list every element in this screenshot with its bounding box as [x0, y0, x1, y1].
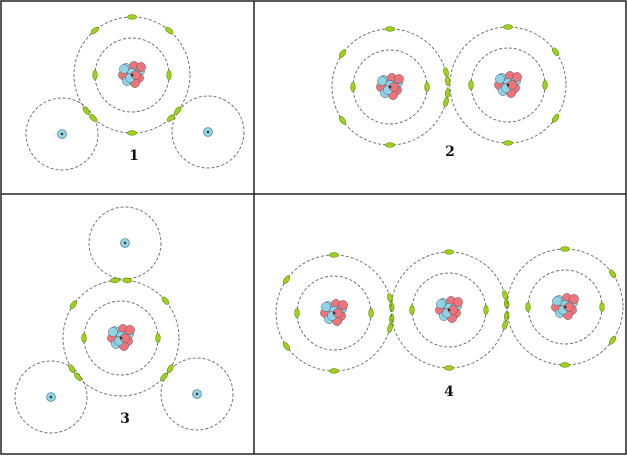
electron: [161, 296, 170, 305]
electron: [389, 302, 395, 312]
nucleon: [512, 72, 522, 82]
electron: [294, 308, 300, 318]
shell: [25, 97, 99, 171]
nucleon: [569, 294, 579, 304]
electron: [503, 140, 513, 146]
electron: [282, 341, 291, 351]
nucleon: [119, 64, 129, 74]
electron: [166, 364, 174, 374]
electron: [165, 26, 174, 35]
electron: [74, 372, 82, 381]
electron: [89, 114, 98, 122]
nucleon: [332, 311, 336, 315]
electron: [68, 364, 76, 374]
electron: [69, 300, 78, 310]
nucleon: [377, 76, 387, 86]
shell: [160, 357, 234, 431]
shell: [62, 279, 180, 397]
electron: [560, 246, 570, 252]
nucleon: [436, 299, 446, 309]
electron: [483, 305, 489, 315]
nucleon: [563, 305, 567, 309]
electron: [81, 333, 87, 343]
shell: [171, 95, 245, 169]
electron: [443, 97, 449, 107]
panel-label: 1: [129, 148, 139, 164]
electron: [110, 277, 120, 283]
electron: [368, 308, 374, 318]
electron: [127, 14, 137, 20]
proton: [206, 130, 210, 134]
electron: [385, 142, 395, 148]
electron: [502, 320, 508, 330]
nucleon: [136, 62, 146, 72]
electron: [82, 106, 90, 115]
nucleon: [338, 300, 348, 310]
electron: [608, 335, 617, 345]
electron: [122, 277, 132, 283]
electron: [542, 80, 548, 90]
electron: [350, 82, 356, 92]
electron: [385, 26, 395, 32]
nucleon: [125, 325, 135, 335]
nucleon: [447, 308, 451, 312]
proton: [49, 395, 53, 399]
proton: [195, 392, 199, 396]
nucleon: [388, 85, 392, 89]
electron: [90, 26, 99, 35]
electron: [166, 70, 172, 80]
electron: [551, 113, 560, 123]
electron: [338, 115, 347, 125]
panel-label: 4: [444, 384, 454, 400]
electron: [338, 49, 347, 59]
nucleon: [119, 336, 123, 340]
nucleon: [130, 73, 134, 77]
shell: [14, 360, 88, 434]
electron: [174, 106, 182, 115]
electron: [468, 80, 474, 90]
electron: [444, 365, 454, 371]
electron: [127, 130, 137, 136]
panel-label: 2: [445, 144, 455, 160]
electron: [329, 252, 339, 258]
electron: [560, 362, 570, 368]
atoms: [14, 14, 624, 434]
proton: [123, 241, 127, 245]
nucleon: [552, 296, 562, 306]
electron: [160, 372, 168, 381]
nucleon: [453, 297, 463, 307]
electron: [424, 82, 430, 92]
electron: [599, 302, 605, 312]
electron: [387, 323, 393, 333]
nucleon: [495, 74, 505, 84]
nucleon: [394, 74, 404, 84]
electron: [551, 47, 560, 57]
electron: [92, 70, 98, 80]
nucleon: [506, 83, 510, 87]
electron: [282, 275, 291, 285]
electron: [525, 302, 531, 312]
electron: [503, 24, 513, 30]
electron: [444, 249, 454, 255]
electron: [409, 305, 415, 315]
nucleon: [108, 327, 118, 337]
electron: [329, 368, 339, 374]
electron: [166, 114, 175, 122]
nucleon: [321, 302, 331, 312]
proton: [60, 132, 64, 136]
electron: [608, 269, 617, 279]
electron: [155, 333, 161, 343]
panel-label: 3: [120, 411, 130, 427]
